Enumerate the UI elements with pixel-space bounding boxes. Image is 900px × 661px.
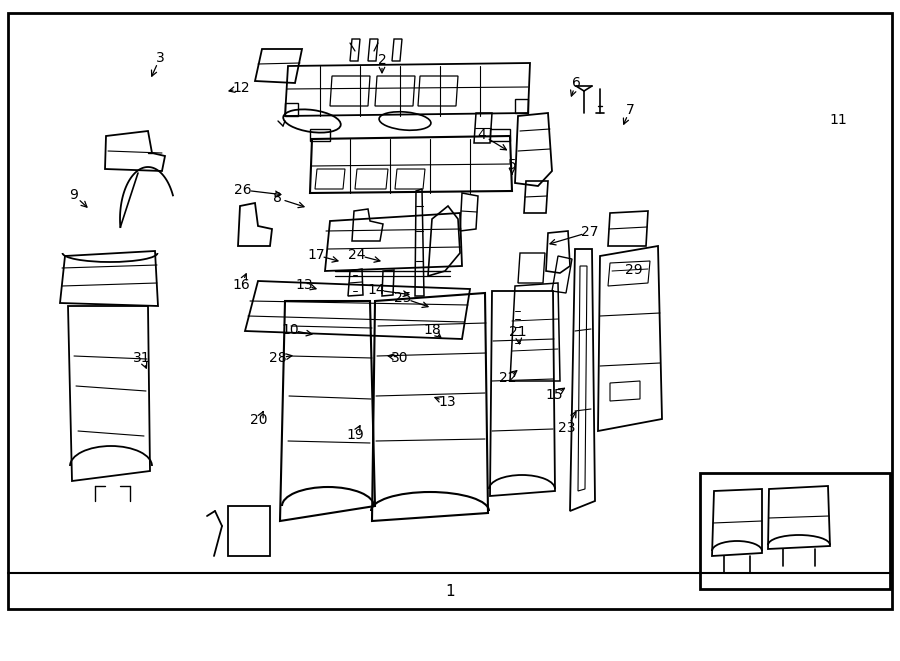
Text: 11: 11 <box>829 113 847 127</box>
Text: 6: 6 <box>572 76 580 90</box>
Text: 7: 7 <box>626 103 634 117</box>
Text: 25: 25 <box>394 291 412 305</box>
Text: 10: 10 <box>281 323 299 337</box>
Text: 31: 31 <box>133 351 151 365</box>
Text: 30: 30 <box>392 351 409 365</box>
Text: 29: 29 <box>626 263 643 277</box>
Text: 23: 23 <box>558 421 576 435</box>
Text: 21: 21 <box>509 325 526 339</box>
Text: 13: 13 <box>438 395 455 409</box>
Text: 19: 19 <box>346 428 364 442</box>
Text: 24: 24 <box>348 248 365 262</box>
Text: 2: 2 <box>378 53 386 67</box>
Text: 9: 9 <box>69 188 78 202</box>
Text: 4: 4 <box>478 128 486 142</box>
Text: 12: 12 <box>232 81 250 95</box>
Text: 27: 27 <box>581 225 598 239</box>
Text: 22: 22 <box>500 371 517 385</box>
Text: 26: 26 <box>234 183 252 197</box>
Text: 5: 5 <box>508 158 517 172</box>
Text: 8: 8 <box>273 191 282 205</box>
Text: 16: 16 <box>232 278 250 292</box>
Text: 17: 17 <box>307 248 325 262</box>
Text: 14: 14 <box>367 283 385 297</box>
Text: 18: 18 <box>423 323 441 337</box>
Text: 3: 3 <box>156 51 165 65</box>
Text: 20: 20 <box>250 413 268 427</box>
Text: 13: 13 <box>295 278 313 292</box>
Text: 28: 28 <box>269 351 287 365</box>
Text: 1: 1 <box>446 584 454 598</box>
Text: 15: 15 <box>545 388 562 402</box>
